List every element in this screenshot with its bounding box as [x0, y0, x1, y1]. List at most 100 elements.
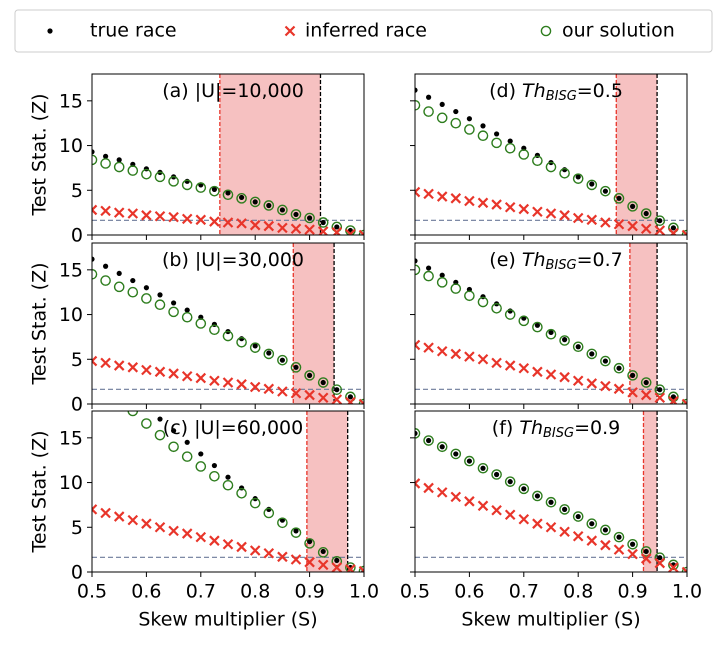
point: [279, 207, 285, 213]
plot-area: [415, 243, 687, 404]
point: [345, 228, 356, 235]
point: [627, 548, 638, 560]
point: [92, 204, 98, 216]
point: [168, 306, 179, 318]
x-tick-label: 0.7: [186, 581, 216, 603]
point: [141, 518, 152, 529]
point: [681, 398, 687, 404]
point: [627, 220, 638, 232]
point: [277, 354, 288, 366]
point: [532, 155, 543, 167]
x-axis-label: Skew multiplier (S): [138, 609, 317, 631]
point: [439, 272, 445, 278]
point: [266, 202, 272, 209]
point: [222, 479, 234, 491]
point: [181, 179, 193, 191]
point: [415, 430, 418, 436]
point: [277, 204, 288, 216]
point: [613, 218, 625, 230]
plot-area: [92, 243, 364, 404]
axes-frame: [414, 73, 688, 236]
x-tick-label: 1.0: [349, 581, 379, 603]
point: [600, 524, 611, 536]
point: [491, 357, 502, 369]
point: [657, 555, 663, 561]
point: [320, 379, 326, 386]
title-part: (a) |U|=10,000: [162, 80, 304, 102]
x-tick-label: 0.9: [294, 581, 324, 603]
point: [263, 220, 275, 232]
point: [168, 368, 179, 379]
point: [668, 227, 679, 235]
point: [113, 207, 125, 218]
point: [423, 106, 434, 117]
point: [263, 547, 275, 559]
point: [113, 360, 125, 371]
point: [252, 343, 258, 349]
point: [249, 219, 261, 231]
point: [236, 379, 247, 390]
point: [504, 309, 516, 320]
point: [640, 208, 652, 219]
point: [415, 478, 421, 489]
point: [225, 190, 231, 196]
point: [154, 171, 166, 183]
point: [209, 375, 220, 387]
point: [640, 223, 652, 235]
point: [423, 270, 434, 282]
point: [127, 286, 139, 298]
point: [263, 348, 275, 360]
point: [545, 161, 557, 173]
point: [92, 149, 95, 155]
point: [103, 153, 109, 159]
point: [239, 194, 245, 201]
point: [415, 339, 421, 351]
point: [181, 370, 193, 382]
point: [562, 506, 568, 512]
y-tick-label: 5: [71, 349, 83, 371]
point: [168, 441, 179, 453]
y-tick-label: 10: [59, 472, 83, 494]
point: [347, 394, 353, 400]
point: [168, 211, 179, 223]
point: [263, 507, 275, 519]
point: [681, 229, 687, 235]
point: [423, 435, 434, 446]
point: [249, 497, 261, 509]
x-tick-label: 0.8: [563, 581, 593, 603]
axes-frame: [414, 410, 688, 573]
point: [168, 525, 179, 537]
point: [127, 208, 139, 219]
point: [195, 461, 207, 472]
point: [249, 342, 261, 353]
y-tick-label: 15: [59, 90, 83, 112]
point: [450, 348, 462, 360]
point: [345, 396, 356, 404]
point: [304, 370, 315, 381]
legend-label: our solution: [562, 20, 675, 42]
point: [559, 210, 570, 221]
point: [532, 490, 543, 502]
legend-marker: [284, 25, 296, 37]
point: [236, 218, 247, 229]
point: [586, 179, 598, 191]
point: [211, 186, 217, 192]
point: [572, 530, 584, 542]
title-part: (b) |U|=30,000: [162, 249, 304, 271]
point: [518, 362, 530, 374]
y-tick-label: 15: [59, 427, 83, 449]
point: [572, 511, 584, 522]
point: [236, 336, 247, 348]
plot-area: [415, 411, 687, 572]
point: [491, 199, 502, 210]
y-tick-label: 0: [71, 225, 83, 247]
point: [426, 437, 432, 444]
point: [290, 362, 302, 373]
point: [670, 225, 677, 231]
point: [211, 462, 217, 469]
point: [504, 509, 516, 521]
point: [100, 205, 111, 217]
point: [630, 203, 636, 209]
point: [100, 275, 111, 286]
point: [572, 375, 584, 387]
